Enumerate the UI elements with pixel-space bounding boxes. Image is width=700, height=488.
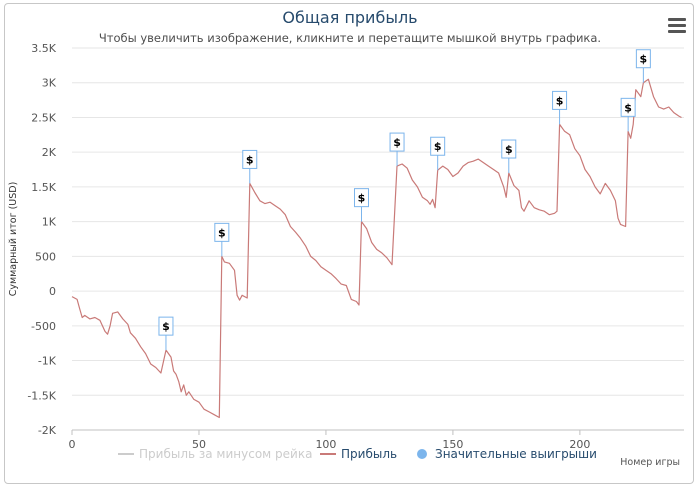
y-tick-label: 500 <box>35 250 56 263</box>
x-axis-ticks: 0 50 100 150 200 <box>69 429 684 451</box>
flag-label: $ <box>393 136 401 149</box>
flag-box <box>620 97 636 117</box>
legend-item[interactable]: Значительные выигрыши <box>417 447 597 461</box>
big-win-flag[interactable]: $ <box>620 97 636 132</box>
legend-label: Прибыль за минусом рейка <box>139 447 312 461</box>
y-axis-title: Суммарный итог (USD) <box>8 182 19 297</box>
y-tick-label: -1K <box>38 355 57 368</box>
big-win-flag[interactable]: $ <box>552 90 568 125</box>
flag-label: $ <box>218 226 226 239</box>
big-win-flag[interactable]: $ <box>214 222 230 257</box>
flag-label: $ <box>624 101 632 114</box>
flag-box <box>552 90 568 110</box>
grid-lines <box>72 47 684 431</box>
x-tick-label: 150 <box>442 438 463 451</box>
legend-label: Значительные выигрыши <box>435 447 597 461</box>
big-win-flag[interactable]: $ <box>158 316 174 351</box>
y-tick-label: -1.5K <box>27 389 56 402</box>
big-win-flag[interactable]: $ <box>501 139 517 174</box>
flag-box <box>158 316 174 336</box>
y-tick-label: -500 <box>31 320 56 333</box>
plot-series <box>71 78 682 419</box>
y-tick-label: -2K <box>38 424 57 437</box>
flag-label: $ <box>556 94 564 107</box>
hamburger-menu-icon[interactable] <box>668 18 686 34</box>
y-tick-label: 2K <box>42 146 57 159</box>
chart-title: Общая прибыль <box>282 8 418 27</box>
y-tick-label: 1.5K <box>31 181 56 194</box>
legend-label: Прибыль <box>341 447 397 461</box>
flag-box <box>389 132 405 152</box>
x-axis-title: Номер игры <box>620 457 680 468</box>
big-win-flag[interactable]: $ <box>353 188 369 222</box>
y-tick-label: 0 <box>49 285 56 298</box>
flag-box <box>353 188 369 208</box>
legend[interactable]: Прибыль за минусом рейка Прибыль Значитель… <box>118 447 597 461</box>
legend-item[interactable]: Прибыль за минусом рейка <box>118 447 312 461</box>
x-tick-label: 0 <box>69 438 76 451</box>
profit-line <box>71 78 682 419</box>
chart-subtitle[interactable]: Чтобы увеличить изображение, кликните и … <box>98 31 602 45</box>
flag-label: $ <box>640 53 648 66</box>
big-win-flag[interactable]: $ <box>635 49 651 83</box>
y-tick-label: 3.5K <box>31 42 56 55</box>
big-win-flag[interactable]: $ <box>389 132 405 167</box>
flag-box <box>430 136 446 156</box>
flag-box <box>501 139 517 159</box>
y-tick-label: 1K <box>42 216 57 229</box>
big-win-flag[interactable]: $ <box>430 136 446 171</box>
big-win-flag[interactable]: $ <box>242 149 258 184</box>
y-tick-label: 2.5K <box>31 111 56 124</box>
x-tick-label: 50 <box>192 438 206 451</box>
flag-label: $ <box>246 153 254 166</box>
legend-item[interactable]: Прибыль <box>320 447 397 461</box>
legend-marker <box>417 449 427 459</box>
x-tick-label: 200 <box>569 438 590 451</box>
y-axis-ticks: 3.5K 3K 2.5K 2K 1.5K 1K 500 0 -500 -1K -1.5K -2K <box>27 42 56 437</box>
big-win-flags[interactable]: $ $ $ $ $ $ $ $ $ $ <box>158 49 651 351</box>
y-tick-label: 3K <box>42 77 57 90</box>
flag-box <box>242 149 258 169</box>
flag-box <box>635 49 651 69</box>
flag-label: $ <box>162 320 170 333</box>
flag-label: $ <box>505 143 513 156</box>
flag-label: $ <box>358 192 366 205</box>
flag-box <box>214 222 230 242</box>
x-tick-label: 100 <box>315 438 336 451</box>
flag-label: $ <box>434 140 442 153</box>
